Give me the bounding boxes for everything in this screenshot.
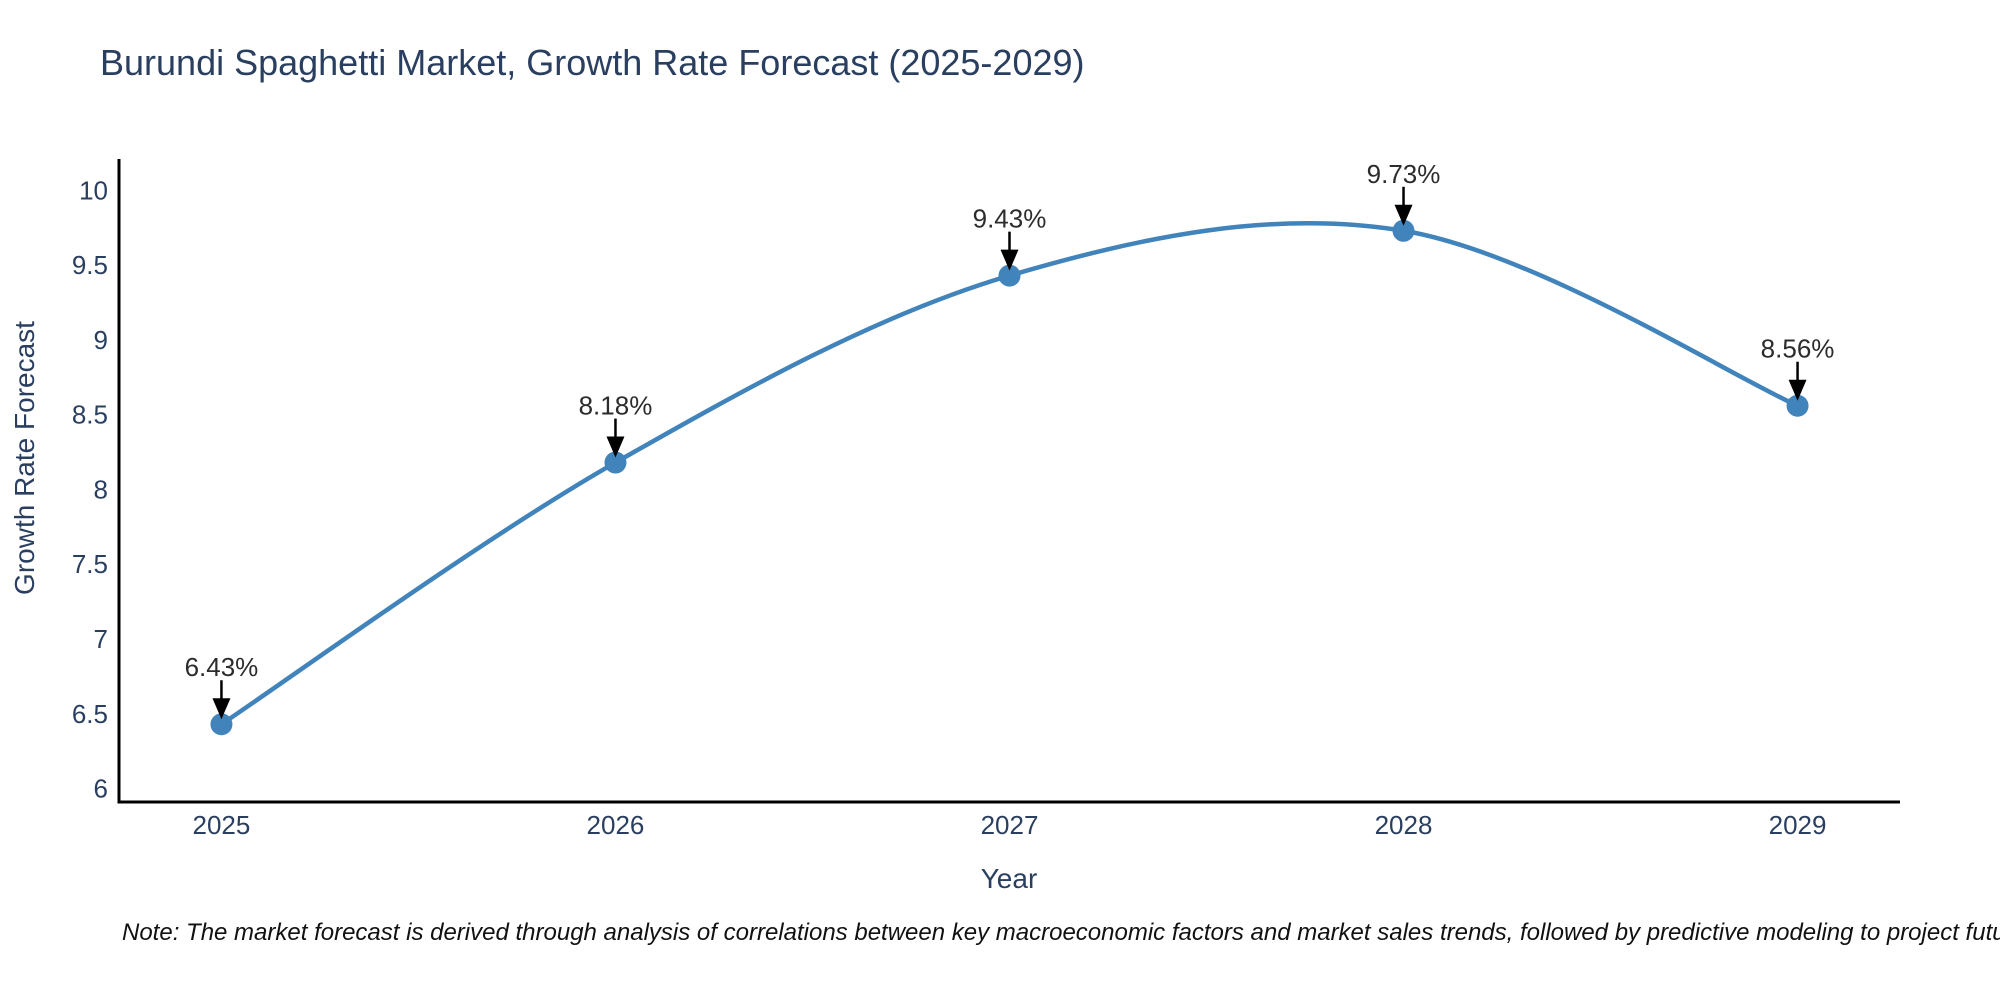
growth-rate-series-line bbox=[219, 220, 1800, 727]
y-tick-label: 8 bbox=[94, 474, 108, 504]
y-tick-label: 9 bbox=[94, 325, 108, 355]
y-tick-label: 9.5 bbox=[72, 250, 108, 280]
y-axis-title: Growth Rate Forecast bbox=[9, 321, 40, 595]
x-axis-title: Year bbox=[981, 863, 1038, 894]
chart-title: Burundi Spaghetti Market, Growth Rate Fo… bbox=[100, 42, 1085, 83]
point-value-label: 9.73% bbox=[1367, 159, 1441, 189]
data-point-marker bbox=[1786, 394, 1809, 417]
point-value-label: 8.56% bbox=[1761, 334, 1835, 364]
y-tick-label: 6 bbox=[94, 774, 108, 804]
y-tick-label: 7.5 bbox=[72, 549, 108, 579]
data-point-marker bbox=[210, 713, 233, 736]
annotation-arrowhead-icon bbox=[1000, 249, 1019, 271]
point-value-label: 9.43% bbox=[973, 204, 1047, 234]
x-tick-label: 2026 bbox=[587, 810, 645, 840]
annotation-arrowhead-icon bbox=[1394, 204, 1413, 226]
data-point-marker bbox=[998, 264, 1021, 287]
data-point-marker bbox=[604, 451, 627, 474]
y-tick-label: 10 bbox=[79, 175, 108, 205]
annotation-arrowhead-icon bbox=[212, 698, 231, 720]
annotation-arrowhead-icon bbox=[1788, 379, 1807, 401]
x-tick-label: 2029 bbox=[1769, 810, 1827, 840]
x-tick-label: 2027 bbox=[981, 810, 1039, 840]
point-value-label: 6.43% bbox=[185, 652, 259, 682]
x-tick-label: 2025 bbox=[193, 810, 251, 840]
annotation-arrowhead-icon bbox=[606, 436, 625, 458]
data-point-marker bbox=[1392, 219, 1415, 242]
y-tick-label: 7 bbox=[94, 624, 108, 654]
plot-area: 6 6.5 7 7.5 8 8.5 9 9.5 10 2025 2026 2027 2028 2029 6.… bbox=[72, 159, 1900, 840]
x-tick-label: 2028 bbox=[1375, 810, 1433, 840]
y-tick-label: 8.5 bbox=[72, 400, 108, 430]
point-value-label: 8.18% bbox=[579, 391, 653, 421]
footnote: Note: The market forecast is derived thr… bbox=[122, 919, 2000, 946]
y-tick-label: 6.5 bbox=[72, 699, 108, 729]
